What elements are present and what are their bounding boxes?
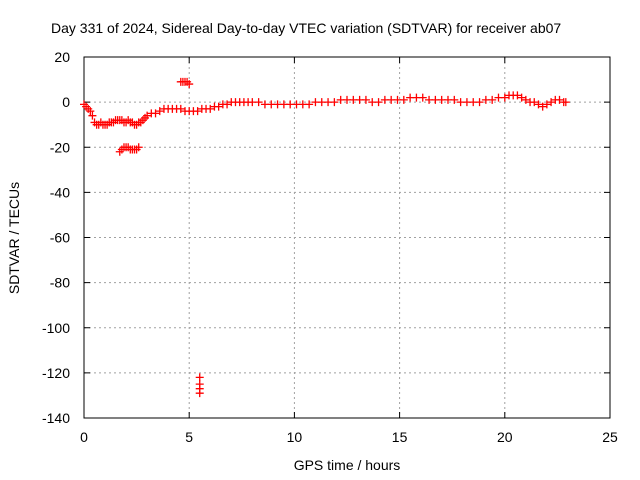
y-tick-label: -20 — [50, 139, 70, 155]
data-point — [254, 98, 263, 107]
data-point — [143, 111, 152, 120]
x-axis-label: GPS time / hours — [294, 457, 401, 473]
x-tick-label: 25 — [602, 429, 618, 445]
y-tick-label: -120 — [42, 365, 70, 381]
data-point — [530, 98, 539, 107]
data-point — [475, 98, 484, 107]
data-point — [399, 95, 408, 104]
data-point — [488, 95, 497, 104]
data-point — [330, 98, 339, 107]
y-tick-label: -80 — [50, 275, 70, 291]
y-tick-label: -40 — [50, 184, 70, 200]
x-tick-label: 0 — [80, 429, 88, 445]
data-point — [195, 373, 204, 382]
data-point — [206, 104, 215, 113]
data-point — [538, 102, 547, 111]
data-point — [561, 98, 570, 107]
data-point — [305, 100, 314, 109]
data-point — [223, 100, 232, 109]
data-point — [88, 111, 97, 120]
data-point — [547, 98, 556, 107]
data-point — [517, 93, 526, 102]
x-tick-label: 5 — [185, 429, 193, 445]
y-tick-label: -60 — [50, 230, 70, 246]
data-point — [418, 93, 427, 102]
axis-ticks: 0 5 10 15 20 25 20 0 -20 -40 -60 -80 -100 -120 -140 — [42, 49, 618, 445]
data-point — [134, 143, 143, 152]
data-point — [555, 95, 564, 104]
y-tick-label: -140 — [42, 410, 70, 426]
y-tick-label: 20 — [54, 49, 70, 65]
data-point — [176, 104, 185, 113]
data-point — [542, 100, 551, 109]
data-point — [86, 107, 95, 116]
x-tick-label: 20 — [497, 429, 513, 445]
x-tick-label: 10 — [287, 429, 303, 445]
data-point — [521, 95, 530, 104]
y-tick-label: 0 — [62, 94, 70, 110]
y-tick-label: -100 — [42, 320, 70, 336]
data-point — [214, 102, 223, 111]
grid — [84, 57, 610, 418]
data-point — [185, 80, 194, 89]
data-point — [361, 95, 370, 104]
data-point — [374, 98, 383, 107]
chart-title: Day 331 of 2024, Sidereal Day-to-day VTE… — [51, 20, 561, 36]
data-points — [80, 77, 570, 398]
x-tick-label: 15 — [392, 429, 408, 445]
data-point — [193, 107, 202, 116]
data-point — [513, 91, 522, 100]
data-point — [155, 107, 164, 116]
y-axis-label: SDTVAR / TECUs — [6, 182, 22, 294]
data-point — [450, 95, 459, 104]
data-point — [500, 93, 509, 102]
data-point — [534, 100, 543, 109]
data-point — [151, 109, 160, 118]
data-point — [195, 389, 204, 398]
